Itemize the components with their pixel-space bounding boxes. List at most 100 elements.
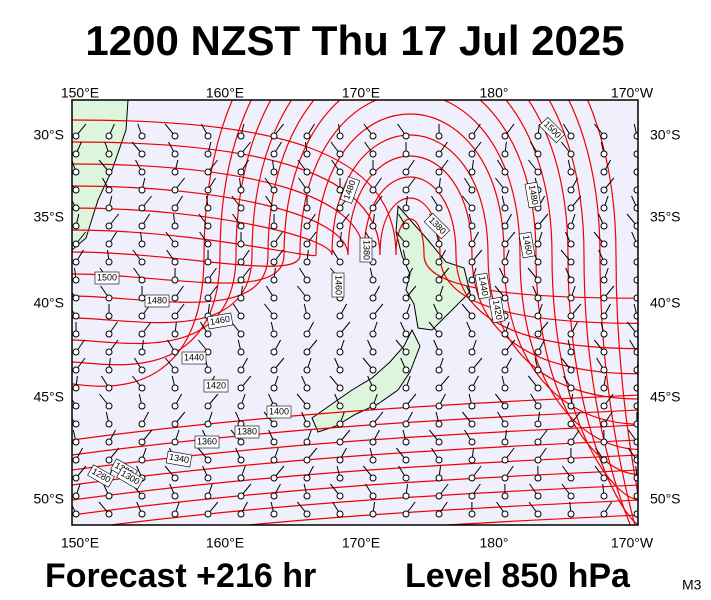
contour-line [241, 499, 638, 525]
station [204, 492, 212, 500]
station [567, 402, 575, 410]
contour-label: 1440 [184, 352, 204, 362]
station [270, 420, 278, 428]
station [501, 420, 509, 428]
station [633, 276, 638, 284]
contour-line [72, 409, 638, 456]
station [468, 474, 476, 482]
station [402, 384, 410, 392]
station [534, 402, 542, 410]
station [402, 510, 410, 518]
station [435, 168, 443, 176]
station [468, 438, 476, 446]
station [501, 348, 509, 356]
station [72, 474, 80, 482]
station [336, 510, 344, 518]
station [303, 510, 311, 518]
station [501, 276, 509, 284]
station [369, 186, 377, 194]
wind-barbs [72, 123, 638, 518]
station [138, 420, 146, 428]
station [138, 168, 146, 176]
contour-label: 1480 [527, 184, 540, 205]
contour-label-box [144, 294, 170, 308]
station [237, 348, 245, 356]
station [435, 438, 443, 446]
station [105, 312, 113, 320]
station [402, 168, 410, 176]
contour-label-box [165, 450, 193, 468]
contour-label-group: 1380 [359, 237, 373, 263]
station [72, 150, 80, 158]
station [534, 438, 542, 446]
station [369, 420, 377, 428]
station [435, 420, 443, 428]
station [105, 186, 113, 194]
station [171, 222, 179, 230]
station [435, 150, 443, 158]
station [369, 294, 377, 302]
station [171, 384, 179, 392]
station [303, 420, 311, 428]
station [468, 276, 476, 284]
station [402, 150, 410, 158]
station [303, 384, 311, 392]
station [171, 510, 179, 518]
station [435, 384, 443, 392]
station [633, 150, 638, 158]
station [138, 240, 146, 248]
station [204, 240, 212, 248]
station [303, 222, 311, 230]
station [72, 276, 80, 284]
station [600, 312, 608, 320]
station [303, 258, 311, 266]
station [600, 438, 608, 446]
station [633, 348, 638, 356]
map-frame [71, 99, 639, 526]
station [204, 186, 212, 194]
station [204, 456, 212, 464]
station [72, 438, 80, 446]
title: 1200 NZST Thu 17 Jul 2025 [85, 17, 624, 64]
station [72, 240, 80, 248]
station [138, 186, 146, 194]
station [600, 294, 608, 302]
station [336, 186, 344, 194]
station [600, 402, 608, 410]
station [105, 456, 113, 464]
station [402, 240, 410, 248]
station [402, 420, 410, 428]
station [468, 258, 476, 266]
station [501, 168, 509, 176]
station [138, 348, 146, 356]
contour-label: 1420 [206, 380, 226, 390]
contours [72, 100, 638, 525]
station [105, 168, 113, 176]
station [171, 258, 179, 266]
contour-label-box [524, 181, 542, 209]
station [237, 330, 245, 338]
contour-label-group: 1340 [165, 450, 193, 468]
station [72, 222, 80, 230]
station [270, 132, 278, 140]
station [270, 492, 278, 500]
station [633, 168, 638, 176]
level-label: Level 850 hPa [405, 557, 631, 595]
station [303, 474, 311, 482]
station [435, 276, 443, 284]
station [468, 330, 476, 338]
station [105, 492, 113, 500]
lat-label-left: 45°S [33, 389, 64, 405]
station [270, 312, 278, 320]
station [237, 186, 245, 194]
station [72, 402, 80, 410]
station [138, 204, 146, 212]
station [105, 150, 113, 158]
lat-label-right: 30°S [650, 127, 681, 143]
station [369, 276, 377, 284]
contour-label: 1420 [491, 299, 504, 320]
station [633, 294, 638, 302]
lon-label-bottom: 170°E [342, 535, 380, 551]
station [402, 366, 410, 374]
station [600, 348, 608, 356]
